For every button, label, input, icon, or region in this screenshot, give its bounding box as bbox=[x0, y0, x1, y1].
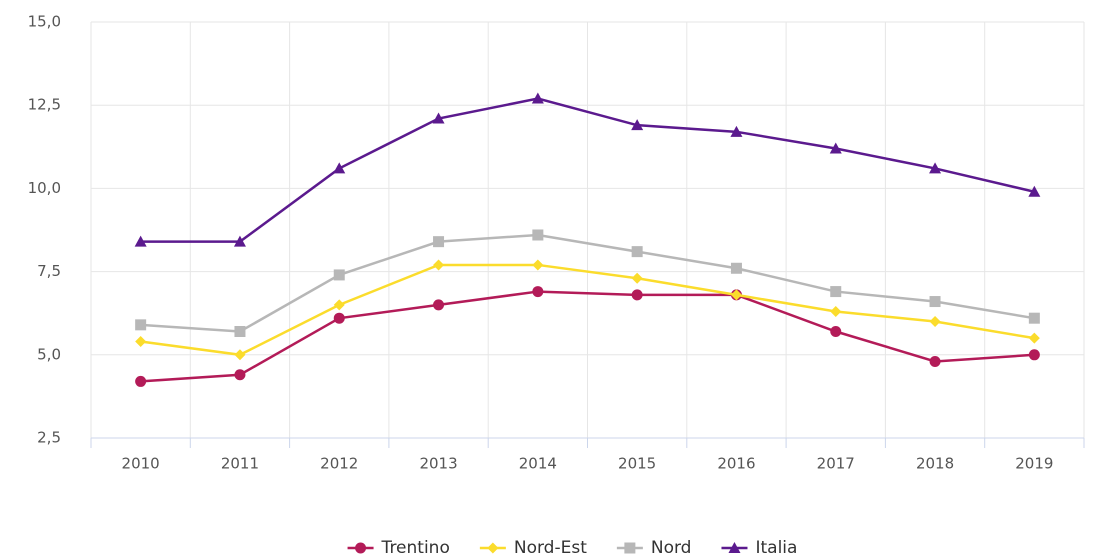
y-tick-label: 10,0 bbox=[28, 179, 61, 197]
marker bbox=[355, 542, 367, 554]
marker bbox=[929, 316, 941, 328]
x-tick-label: 2010 bbox=[122, 455, 160, 473]
marker bbox=[631, 246, 643, 258]
marker bbox=[830, 326, 842, 338]
legend-label: Trentino bbox=[381, 538, 450, 558]
marker bbox=[929, 296, 941, 308]
marker bbox=[135, 319, 147, 331]
marker bbox=[134, 235, 147, 247]
series-line bbox=[140, 263, 1035, 357]
marker bbox=[433, 299, 445, 311]
marker bbox=[730, 262, 742, 274]
marker bbox=[532, 229, 544, 241]
marker bbox=[830, 286, 842, 298]
marker bbox=[234, 349, 246, 361]
marker bbox=[730, 289, 742, 301]
y-tick-label: 15,0 bbox=[28, 13, 61, 31]
marker bbox=[233, 235, 246, 247]
x-tick-label: 2012 bbox=[320, 455, 358, 473]
series-line bbox=[140, 233, 1035, 333]
marker bbox=[829, 142, 842, 154]
marker bbox=[234, 326, 246, 338]
y-tick-label: 7,5 bbox=[37, 262, 61, 280]
marker bbox=[631, 289, 643, 301]
legend-item: Italia bbox=[721, 538, 797, 558]
marker bbox=[631, 119, 644, 131]
marker bbox=[433, 236, 445, 248]
marker bbox=[234, 369, 246, 381]
legend-item: Trentino bbox=[347, 538, 450, 558]
marker bbox=[624, 542, 636, 554]
x-tick-label: 2016 bbox=[717, 455, 755, 473]
marker bbox=[728, 542, 741, 553]
marker bbox=[532, 259, 544, 271]
marker bbox=[929, 162, 942, 174]
marker bbox=[333, 269, 345, 281]
marker bbox=[1028, 332, 1040, 344]
y-tick-label: 12,5 bbox=[28, 96, 61, 114]
marker bbox=[929, 355, 941, 367]
legend-item: Nord bbox=[616, 538, 692, 558]
x-tick-label: 2017 bbox=[817, 455, 855, 473]
marker bbox=[432, 112, 445, 124]
legend-item: Nord-Est bbox=[479, 538, 587, 558]
marker bbox=[433, 259, 445, 271]
marker bbox=[730, 125, 743, 137]
x-tick-label: 2014 bbox=[519, 455, 557, 473]
marker bbox=[135, 375, 147, 387]
x-tick-label: 2013 bbox=[419, 455, 457, 473]
marker bbox=[333, 162, 346, 174]
marker bbox=[1028, 185, 1041, 197]
marker bbox=[531, 92, 544, 104]
marker bbox=[1028, 312, 1040, 324]
legend-label: Nord-Est bbox=[514, 538, 587, 558]
x-tick-label: 2018 bbox=[916, 455, 954, 473]
x-tick-label: 2015 bbox=[618, 455, 656, 473]
legend: Trentino Nord-Est Nord Italia bbox=[347, 538, 797, 558]
series-line bbox=[140, 97, 1035, 243]
marker bbox=[830, 306, 842, 318]
y-tick-label: 2,5 bbox=[37, 429, 61, 447]
marker bbox=[135, 335, 147, 347]
x-tick-label: 2019 bbox=[1015, 455, 1053, 473]
marker bbox=[333, 312, 345, 324]
legend-label: Italia bbox=[755, 538, 797, 558]
marker bbox=[333, 299, 345, 311]
x-tick-label: 2011 bbox=[221, 455, 259, 473]
marker bbox=[1028, 349, 1040, 361]
y-tick-label: 5,0 bbox=[37, 345, 61, 363]
marker bbox=[631, 272, 643, 284]
series-line bbox=[140, 290, 1035, 383]
marker bbox=[487, 542, 499, 554]
legend-label: Nord bbox=[651, 538, 692, 558]
marker bbox=[532, 286, 544, 298]
